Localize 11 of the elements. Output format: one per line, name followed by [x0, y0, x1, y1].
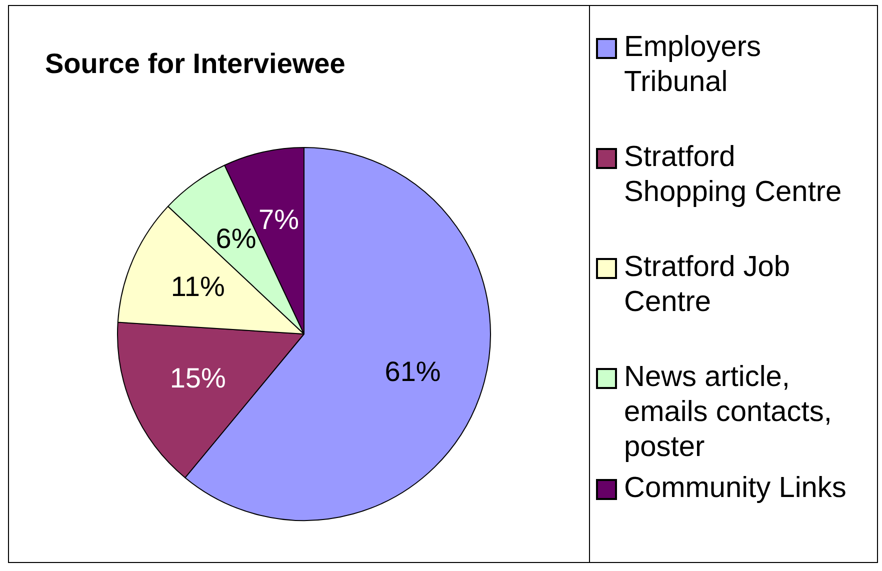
data-label: 15% — [170, 362, 226, 394]
legend-label: Stratford Shopping Centre — [624, 140, 843, 210]
data-label: 61% — [384, 356, 441, 387]
data-label: 11% — [170, 270, 225, 302]
legend-label: News article, emails contacts, poster — [624, 360, 833, 465]
text: Source for Interviewee — [45, 48, 346, 80]
legend-label: Stratford Job Centre — [624, 250, 792, 320]
legend-label: Employers Tribunal — [624, 30, 762, 100]
legend-label: Community Links — [624, 471, 848, 506]
data-label: 6% — [216, 223, 256, 254]
data-label: 7% — [258, 204, 300, 235]
